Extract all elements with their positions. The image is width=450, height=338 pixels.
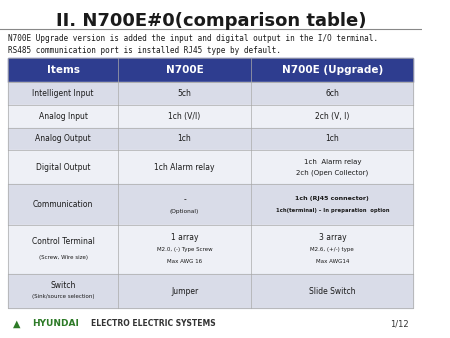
Bar [252,184,414,225]
Text: (Sink/source selection): (Sink/source selection) [32,294,94,299]
Text: II. N700E#0(comparison table): II. N700E#0(comparison table) [56,12,366,30]
Bar [9,82,118,105]
Bar [9,184,118,225]
Bar [118,225,252,274]
Text: N700E Upgrade version is added the input and digital output in the I/O terminal.: N700E Upgrade version is added the input… [9,34,378,44]
Bar [252,58,414,82]
Text: Control Terminal: Control Terminal [32,237,94,246]
Text: ELECTRO ELECTRIC SYSTEMS: ELECTRO ELECTRIC SYSTEMS [91,319,215,328]
Bar [9,274,118,308]
Text: 5ch: 5ch [178,89,192,98]
Text: N700E: N700E [166,65,203,75]
Text: Max AWG14: Max AWG14 [315,260,349,264]
Bar [118,274,252,308]
Text: (Screw, Wire size): (Screw, Wire size) [39,255,88,260]
Text: 1/12: 1/12 [391,319,409,328]
Text: 1ch (RJ45 connector): 1ch (RJ45 connector) [296,196,369,201]
Bar [118,184,252,225]
Bar [252,225,414,274]
Bar [118,82,252,105]
Text: M2.0, (-) Type Screw: M2.0, (-) Type Screw [157,247,212,252]
Bar [118,150,252,184]
Text: 3 array: 3 array [319,233,346,242]
Text: Digital Output: Digital Output [36,163,90,172]
Bar [118,128,252,150]
Text: ▲: ▲ [13,319,20,329]
Bar [252,150,414,184]
Bar [118,105,252,128]
Bar [9,128,118,150]
Text: 1 array: 1 array [171,233,198,242]
Bar [9,225,118,274]
Bar [9,105,118,128]
Text: -: - [183,195,186,204]
Text: 1ch Alarm relay: 1ch Alarm relay [154,163,215,172]
Text: Communication: Communication [33,200,93,209]
Text: (Optional): (Optional) [170,209,199,214]
Text: 1ch: 1ch [178,135,191,143]
Text: 6ch: 6ch [325,89,339,98]
Text: Intelligent Input: Intelligent Input [32,89,94,98]
Text: N700E (Upgrade): N700E (Upgrade) [282,65,383,75]
Bar [252,128,414,150]
Text: Slide Switch: Slide Switch [309,287,356,296]
Text: 1ch: 1ch [325,135,339,143]
Text: Switch: Switch [50,281,76,290]
Text: Jumper: Jumper [171,287,198,296]
Text: Analog Input: Analog Input [39,112,88,121]
Bar [252,274,414,308]
Bar [252,82,414,105]
Bar [252,105,414,128]
Text: 2ch (Open Collector): 2ch (Open Collector) [296,170,369,176]
Bar [9,58,118,82]
Bar [9,150,118,184]
Text: HYUNDAI: HYUNDAI [32,319,78,328]
Text: Items: Items [47,65,80,75]
Text: M2.6, (+/-) type: M2.6, (+/-) type [310,247,354,252]
Text: Analog Output: Analog Output [35,135,91,143]
Text: 1ch (V/I): 1ch (V/I) [168,112,201,121]
Text: 1ch(terminal) – In preparation  option: 1ch(terminal) – In preparation option [275,208,389,213]
Text: 2ch (V, I): 2ch (V, I) [315,112,350,121]
Text: Max AWG 16: Max AWG 16 [167,260,202,264]
Text: RS485 communication port is installed RJ45 type by default.: RS485 communication port is installed RJ… [9,46,281,55]
Text: 1ch  Alarm relay: 1ch Alarm relay [304,160,361,165]
Bar [118,58,252,82]
